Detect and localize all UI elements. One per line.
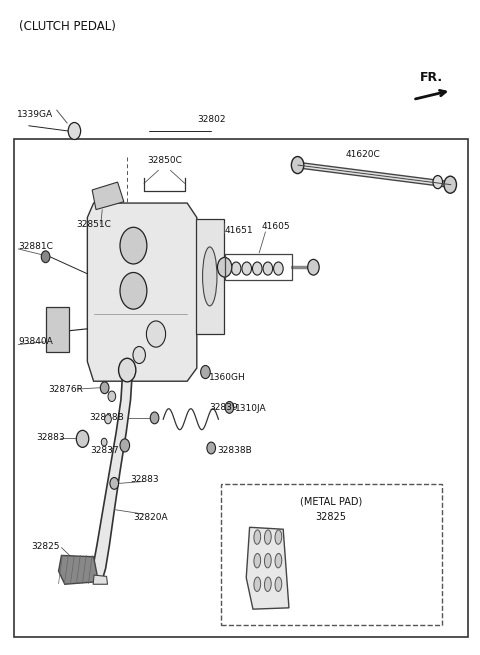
Polygon shape: [59, 555, 98, 584]
Circle shape: [263, 262, 273, 275]
Text: 32820A: 32820A: [133, 513, 168, 522]
Circle shape: [207, 442, 216, 454]
Circle shape: [291, 157, 304, 174]
Ellipse shape: [254, 577, 261, 591]
Circle shape: [201, 365, 210, 379]
Ellipse shape: [203, 247, 217, 306]
Ellipse shape: [254, 553, 261, 568]
Circle shape: [146, 321, 166, 347]
Circle shape: [444, 176, 456, 193]
Text: 32850C: 32850C: [147, 156, 182, 165]
Text: 41651: 41651: [225, 226, 253, 235]
Circle shape: [217, 257, 232, 277]
Ellipse shape: [275, 530, 282, 544]
Text: 32838B: 32838B: [217, 446, 252, 455]
Text: 1360GH: 1360GH: [209, 373, 246, 382]
Circle shape: [433, 176, 443, 189]
Bar: [14, 139, 468, 637]
Text: 32837: 32837: [90, 446, 119, 455]
Ellipse shape: [264, 553, 271, 568]
Circle shape: [274, 262, 283, 275]
Circle shape: [242, 262, 252, 275]
Polygon shape: [92, 182, 124, 210]
Bar: [221, 484, 442, 625]
Text: (METAL PAD): (METAL PAD): [300, 496, 362, 506]
Polygon shape: [93, 377, 132, 582]
Ellipse shape: [254, 530, 261, 544]
Circle shape: [41, 251, 50, 263]
Text: 32839: 32839: [209, 403, 238, 412]
Text: 41620C: 41620C: [346, 149, 380, 159]
Text: 32802: 32802: [197, 115, 226, 124]
Polygon shape: [87, 203, 197, 381]
Text: 32851C: 32851C: [76, 219, 111, 229]
Circle shape: [110, 477, 119, 489]
Text: 32838B: 32838B: [89, 413, 123, 422]
Text: 32883: 32883: [36, 433, 65, 442]
Text: 32825: 32825: [316, 512, 347, 523]
Text: (CLUTCH PEDAL): (CLUTCH PEDAL): [19, 20, 116, 33]
Ellipse shape: [275, 553, 282, 568]
Text: 32876R: 32876R: [48, 384, 83, 394]
Circle shape: [308, 259, 319, 275]
Text: 41605: 41605: [262, 221, 290, 231]
Circle shape: [221, 262, 230, 275]
Text: 32825: 32825: [31, 542, 60, 551]
Circle shape: [100, 382, 109, 394]
Circle shape: [76, 430, 89, 447]
Polygon shape: [246, 527, 289, 609]
Circle shape: [150, 412, 159, 424]
Text: 1310JA: 1310JA: [235, 404, 267, 413]
Circle shape: [225, 402, 234, 413]
Circle shape: [120, 272, 147, 309]
Circle shape: [119, 358, 136, 382]
Polygon shape: [93, 575, 108, 584]
Circle shape: [120, 227, 147, 264]
Text: FR.: FR.: [420, 71, 443, 84]
Text: 32881C: 32881C: [18, 242, 53, 251]
Ellipse shape: [275, 577, 282, 591]
Circle shape: [101, 438, 107, 446]
Circle shape: [120, 439, 130, 452]
Circle shape: [105, 415, 111, 424]
Circle shape: [252, 262, 262, 275]
Circle shape: [133, 346, 145, 364]
Ellipse shape: [264, 530, 271, 544]
Text: 93840A: 93840A: [18, 337, 53, 346]
Text: 32883: 32883: [131, 475, 159, 484]
Circle shape: [231, 262, 241, 275]
Text: 1339GA: 1339GA: [17, 110, 53, 119]
Ellipse shape: [264, 577, 271, 591]
Bar: [225, 254, 292, 280]
Bar: [196, 219, 224, 334]
Circle shape: [108, 391, 116, 402]
Circle shape: [68, 122, 81, 140]
Bar: [46, 307, 69, 352]
